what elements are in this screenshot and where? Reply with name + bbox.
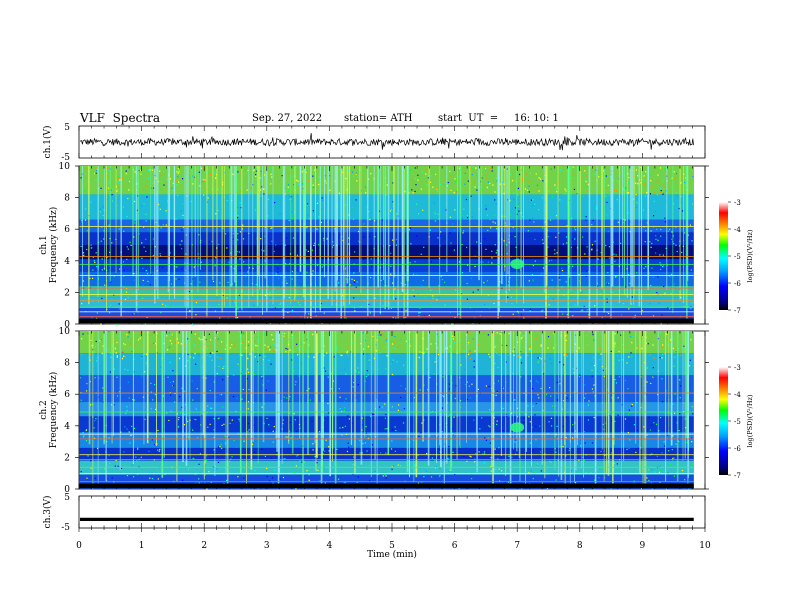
time-tick-label: 2 xyxy=(201,541,207,551)
ch3-ytick-bottom: -5 xyxy=(61,523,70,533)
ch2-channel-label: ch.2 xyxy=(39,400,49,419)
frequency-tick-label: 8 xyxy=(64,359,70,369)
ch2-colorbar-label: log(PSD)(V²/Hz) xyxy=(746,394,754,447)
frequency-tick-label: 10 xyxy=(59,327,71,337)
frequency-tick-label: 6 xyxy=(64,225,70,235)
ch1-ytick-top: 5 xyxy=(64,123,70,133)
time-tick-label: 0 xyxy=(76,541,82,551)
station-label: station= ATH xyxy=(344,113,413,124)
colorbar-tick-label: -4 xyxy=(734,226,741,234)
ch1-ytick-bottom: -5 xyxy=(61,153,70,163)
colorbar-tick-label: -5 xyxy=(734,253,741,261)
frequency-tick-label: 2 xyxy=(64,288,70,298)
frequency-tick-label: 2 xyxy=(64,453,70,463)
frequency-tick-label: 4 xyxy=(64,422,70,432)
time-tick-label: 4 xyxy=(327,541,333,551)
ch2-frequency-ylabel: Frequency (kHz) xyxy=(48,372,59,449)
ch2-colorbar xyxy=(719,367,728,475)
ch3-waveform-frame xyxy=(78,495,706,529)
colorbar-tick-label: -7 xyxy=(734,472,741,480)
ch1-colorbar-label: log(PSD)(V²/Hz) xyxy=(746,229,754,282)
date-label: Sep. 27, 2022 xyxy=(252,113,323,124)
frequency-tick-label: 0 xyxy=(64,320,70,330)
colorbar-tick-label: -6 xyxy=(734,280,741,288)
time-tick-label: 5 xyxy=(389,541,395,551)
ch1-waveform-line xyxy=(79,133,694,151)
minor-ticks xyxy=(78,126,706,532)
ch1-colorbar xyxy=(719,202,728,310)
time-tick-label: 7 xyxy=(514,541,520,551)
time-tick-label: 1 xyxy=(139,541,145,551)
start-time-label: start UT = 16: 10: 1 xyxy=(438,113,559,124)
ch3-waveform-panel: 5 -5 ch.3(V) 0 1 2 3 4 5 6 7 8 9 10 Time (min) xyxy=(42,493,711,560)
time-tick-label: 10 xyxy=(699,541,711,551)
colorbar-tick-label: -3 xyxy=(734,199,741,207)
ch1-frequency-ticks: 0 2 4 6 8 10 xyxy=(59,162,709,330)
colorbar-tick-label: -4 xyxy=(734,391,741,399)
time-axis-label: Time (min) xyxy=(367,549,417,560)
time-tick-label: 8 xyxy=(577,541,583,551)
ch2-spectrogram-image xyxy=(79,331,694,491)
colorbar-tick-label: -6 xyxy=(734,445,741,453)
figure-title: VLF Spectra xyxy=(80,111,161,125)
frequency-tick-label: 10 xyxy=(59,162,71,172)
ch1-colorbar-ticks: -3 -4 -5 -6 -7 xyxy=(728,199,741,315)
colorbar-tick-label: -7 xyxy=(734,307,741,315)
ch1-waveform-ylabel: ch.1(V) xyxy=(42,126,53,159)
frequency-tick-label: 0 xyxy=(64,485,70,495)
time-tick-label: 3 xyxy=(264,541,270,551)
ch1-frequency-ylabel: Frequency (kHz) xyxy=(48,207,59,284)
frequency-tick-label: 4 xyxy=(64,257,70,267)
time-tick-label: 6 xyxy=(452,541,458,551)
ch3-ytick-top: 5 xyxy=(64,493,70,503)
ch1-spectrogram-image xyxy=(79,166,694,325)
time-axis-ticks: 0 1 2 3 4 5 6 7 8 9 10 xyxy=(76,541,711,551)
frequency-tick-label: 6 xyxy=(64,390,70,400)
ch2-frequency-ticks: 0 2 4 6 8 10 xyxy=(59,327,709,495)
ch1-channel-label: ch.1 xyxy=(39,235,49,254)
ch3-waveform-ylabel: ch.3(V) xyxy=(42,496,53,529)
colorbar-tick-label: -5 xyxy=(734,418,741,426)
ch2-colorbar-ticks: -3 -4 -5 -6 -7 xyxy=(728,364,741,480)
frequency-tick-label: 8 xyxy=(64,194,70,204)
colorbar-tick-label: -3 xyxy=(734,364,741,372)
time-tick-label: 9 xyxy=(640,541,646,551)
